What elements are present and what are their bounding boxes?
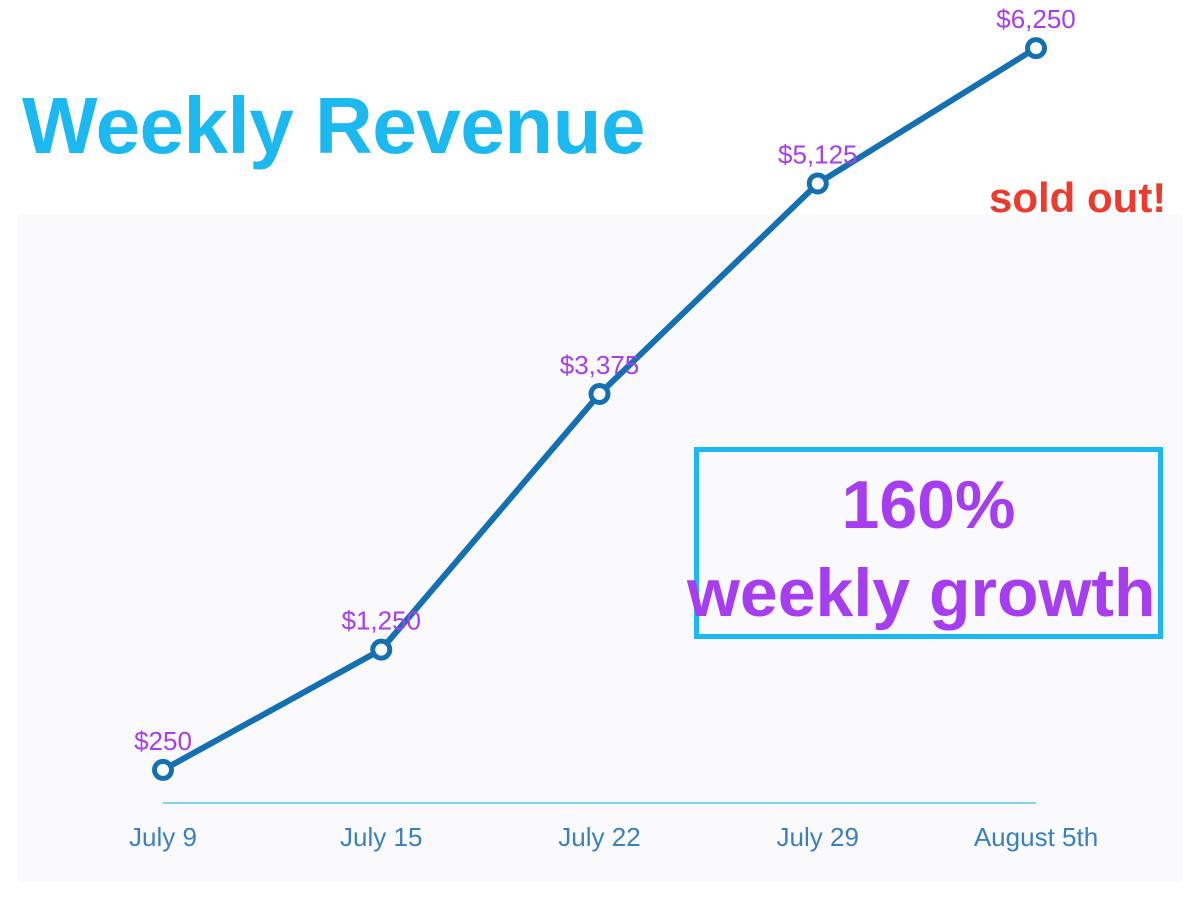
data-label: $1,250: [341, 606, 421, 636]
data-point: [1025, 37, 1047, 60]
x-tick-label: July 29: [777, 822, 859, 852]
data-point: [370, 638, 393, 661]
growth-caption: weekly growth: [687, 555, 1156, 631]
data-label: $250: [134, 726, 192, 756]
sold-out-annotation: sold out!: [989, 174, 1167, 221]
data-label: $3,375: [560, 350, 640, 380]
data-point: [588, 382, 611, 405]
x-tick-label: July 22: [558, 822, 640, 852]
x-tick-label: July 9: [129, 822, 197, 852]
growth-percentage: 160%: [841, 467, 1016, 543]
series-line: [160, 45, 1039, 773]
data-point: [806, 172, 829, 195]
data-label: $5,125: [778, 139, 858, 169]
plot-area: [18, 214, 1182, 882]
x-tick-label: July 15: [340, 822, 422, 852]
data-label: $6,250: [996, 4, 1076, 34]
chart-title: Weekly Revenue: [22, 81, 645, 170]
growth-callout-box: 160% weekly growth: [687, 447, 1163, 639]
x-tick-label: August 5th: [974, 822, 1098, 852]
data-point: [152, 758, 174, 781]
